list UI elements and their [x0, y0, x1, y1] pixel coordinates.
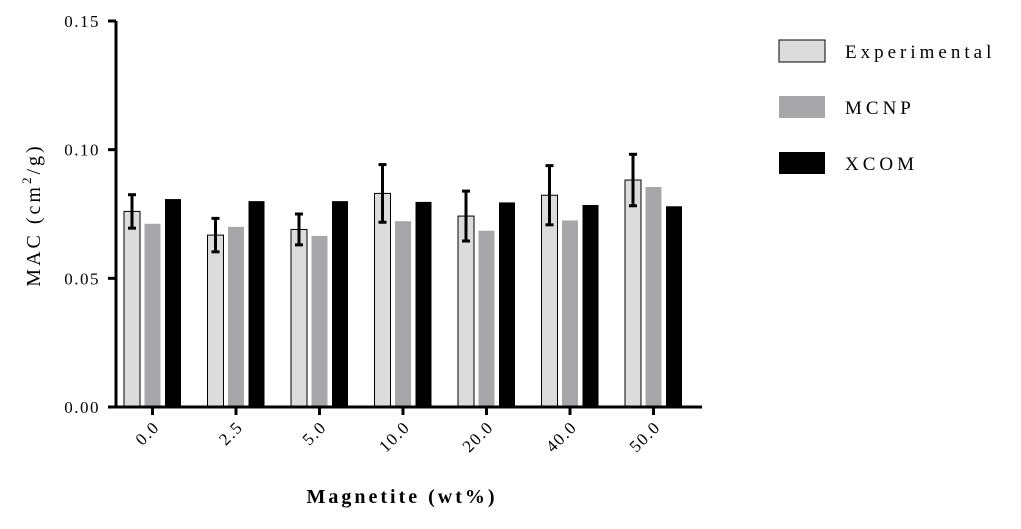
- x-tick-label: 20.0: [459, 417, 498, 456]
- bar-mcnp-2.5: [228, 226, 244, 407]
- legend-swatch-mcnp: [779, 96, 825, 118]
- bar-mcnp-10.0: [395, 221, 411, 407]
- legend: Experimental MCNP XCOM: [778, 39, 995, 175]
- bar-mcnp-5.0: [311, 235, 328, 407]
- y-tick-label: 0.15: [64, 12, 100, 31]
- bars-layer: [123, 179, 682, 408]
- x-tick-label: 5.0: [299, 417, 331, 449]
- x-tick-label: 0.0: [132, 417, 164, 449]
- x-tick-label: 10.0: [375, 417, 414, 456]
- x-axis-title: Magnetite (wt%): [306, 486, 497, 508]
- bar-experimental-5.0: [290, 228, 308, 408]
- y-axis-title: MAC (cm2/g): [19, 143, 45, 286]
- bar-experimental-0.0: [123, 210, 141, 408]
- x-ticks: 0.0 2.5 5.0 10.0 20.0 40.0 50.0: [132, 407, 665, 456]
- y-axis-title-main: MAC (cm: [23, 184, 45, 287]
- legend-label-xcom: XCOM: [845, 154, 918, 175]
- legend-label-mcnp: MCNP: [845, 98, 915, 119]
- legend-label-experimental: Experimental: [845, 42, 995, 63]
- y-tick-label: 0.00: [64, 398, 100, 417]
- bar-xcom-50.0: [666, 206, 682, 407]
- bar-experimental-40.0: [541, 194, 558, 408]
- bar-xcom-20.0: [499, 202, 515, 407]
- bar-xcom-2.5: [248, 201, 265, 407]
- y-axis-title-sup: 2: [19, 175, 34, 185]
- x-tick-label: 2.5: [215, 417, 247, 449]
- bar-experimental-50.0: [624, 179, 642, 408]
- bar-experimental-2.5: [207, 234, 224, 408]
- bar-mcnp-40.0: [562, 220, 578, 407]
- x-tick-label: 40.0: [542, 417, 581, 456]
- y-tick-label: 0.05: [64, 269, 100, 288]
- bar-xcom-40.0: [582, 204, 599, 407]
- bar-mcnp-0.0: [144, 223, 161, 407]
- bar-mcnp-50.0: [645, 186, 662, 407]
- x-tick-label: 50.0: [626, 417, 665, 456]
- legend-swatch-xcom: [779, 152, 825, 174]
- legend-swatch-experimental: [778, 39, 826, 63]
- bar-mcnp-20.0: [478, 230, 495, 407]
- bar-experimental-10.0: [374, 192, 391, 408]
- y-axis-title-tail: /g): [23, 143, 45, 174]
- bar-xcom-10.0: [415, 201, 432, 407]
- y-tick-label: 0.10: [64, 141, 100, 160]
- bar-xcom-5.0: [332, 201, 348, 407]
- y-ticks: 0.00 0.05 0.10 0.15: [64, 12, 116, 417]
- bar-experimental-20.0: [457, 215, 475, 408]
- error-bars-layer: [128, 152, 637, 254]
- bar-xcom-0.0: [165, 199, 181, 407]
